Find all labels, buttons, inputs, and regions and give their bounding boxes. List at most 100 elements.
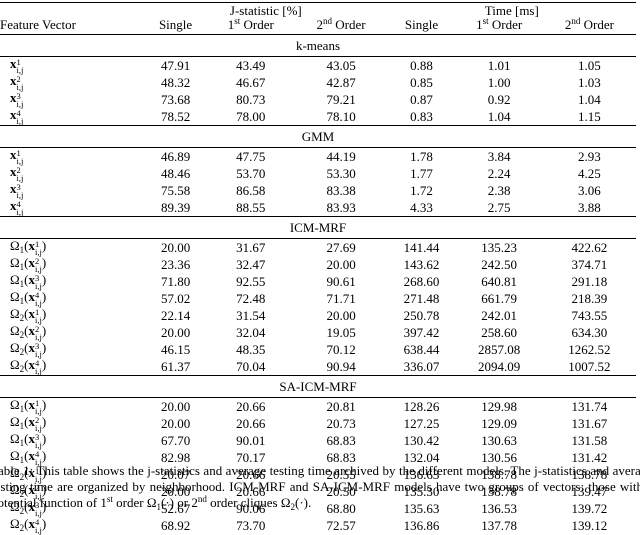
- value-cell: 20.66: [236, 398, 266, 414]
- value-cell: 20.00: [160, 483, 191, 499]
- subscript: i,j: [35, 474, 42, 484]
- text-part: 2: [19, 330, 25, 340]
- data-row: Ω1(x 3 i,j) 67.70 90.01 68.83 130.42 130.63 131.…: [0, 431, 636, 450]
- text-part: x: [10, 147, 17, 162]
- text-part: (: [24, 357, 29, 372]
- text-part: 1: [19, 455, 25, 465]
- superscript: 3: [35, 273, 40, 283]
- value-cell: 129.98: [481, 398, 518, 414]
- column-row: Single 1st Order 2nd Order Single 1st Order 2…: [0, 16, 636, 35]
- text-part: ): [41, 306, 47, 321]
- value-cell: 22.14: [160, 307, 191, 323]
- value-cell: 80.73: [236, 91, 266, 107]
- value-cell: 422.62: [571, 239, 608, 255]
- text-part: ): [41, 238, 47, 253]
- value-cell: 31.54: [236, 307, 266, 323]
- subscript: i,j: [35, 298, 42, 308]
- value-cell: 20.00: [326, 256, 356, 272]
- feature-cell: Ω2(x 4 i,j): [0, 517, 144, 535]
- text-part: x: [28, 306, 36, 321]
- text-part: x: [10, 56, 17, 71]
- value-cell: 128.26: [403, 398, 440, 414]
- sup-sub: 1 i,j: [35, 399, 42, 416]
- value-cell: 136.53: [481, 500, 518, 516]
- text-part: Ω: [10, 340, 20, 355]
- text-part: 1: [19, 245, 25, 255]
- value-cell: 129.09: [481, 415, 518, 431]
- value-cell: 68.83: [326, 432, 356, 448]
- value-cell: 743.55: [571, 307, 608, 323]
- superscript: 4: [16, 199, 21, 209]
- text-part: (: [24, 289, 29, 304]
- text-part: Ω: [10, 397, 20, 412]
- value-cell: 1.03: [578, 74, 601, 90]
- value-cell: 2.93: [578, 148, 601, 164]
- text-part: x: [28, 272, 36, 287]
- text-part: 2: [290, 502, 296, 512]
- value-cell: 27.69: [326, 239, 356, 255]
- value-cell: 218.39: [571, 290, 608, 306]
- value-cell: 43.05: [326, 57, 356, 73]
- text-part: (: [24, 431, 29, 446]
- superscript: 2: [35, 415, 40, 425]
- value-cell: 258.60: [481, 324, 518, 340]
- superscript: 3: [35, 500, 40, 510]
- superscript: 1: [16, 57, 21, 67]
- feature-cell: Ω2(x 1 i,j): [0, 306, 144, 325]
- text-part: Ω: [10, 357, 20, 372]
- value-cell: 1.01: [487, 57, 511, 73]
- text-part: Table 1: This table shows the j-statisti…: [0, 463, 640, 510]
- value-cell: 31.67: [236, 239, 266, 255]
- subscript: i,j: [35, 440, 42, 450]
- value-cell: 2.38: [487, 182, 511, 198]
- value-cell: 42.87: [326, 74, 356, 90]
- value-cell: 92.55: [236, 273, 266, 289]
- subscript: i,j: [16, 207, 24, 217]
- subscript: i,j: [35, 406, 42, 416]
- data-row: Ω2(x 4 i,j) 68.92 73.70 72.57 136.86 137.78 139.…: [0, 517, 636, 535]
- section-row: ICM-MRF: [0, 216, 636, 239]
- value-cell: 71.71: [326, 290, 356, 306]
- column-header: 2nd Order: [543, 17, 636, 35]
- value-cell: 139.47: [571, 483, 608, 499]
- data-row: Ω1(x 2 i,j) 23.36 32.47 20.00 143.62 242.50 374.…: [0, 256, 636, 274]
- superscript: 4: [35, 290, 40, 300]
- value-cell: 2.75: [487, 199, 511, 215]
- superscript: 4: [35, 449, 40, 459]
- feature-cell: Ω2(x 3 i,j): [0, 340, 144, 359]
- subscript: i,j: [16, 190, 24, 200]
- value-cell: 52.67: [160, 500, 191, 516]
- value-cell: 1007.52: [568, 358, 611, 374]
- sup-sub: 3 i,j: [35, 433, 42, 450]
- text-part: st: [482, 16, 489, 26]
- text-part: x: [10, 164, 17, 179]
- value-cell: 1.00: [487, 74, 511, 90]
- sup-sub: 4 i,j: [35, 518, 42, 535]
- value-cell: 72.57: [326, 517, 356, 533]
- feature-cell: x 2 i,j: [0, 164, 144, 183]
- column-header: Single: [388, 18, 456, 35]
- text-part: 1: [476, 17, 483, 32]
- text-part: Ω: [10, 272, 20, 287]
- subscript: i,j: [35, 366, 42, 376]
- value-cell: 48.46: [160, 165, 191, 181]
- text-part: x: [28, 397, 36, 412]
- sup-sub: 2 i,j: [35, 415, 42, 433]
- subscript: i,j: [35, 457, 42, 467]
- text-part: 2: [316, 17, 324, 32]
- superscript: 3: [16, 91, 21, 101]
- value-cell: 242.50: [481, 256, 518, 272]
- superscript: 2: [16, 165, 21, 175]
- text-part: (: [24, 482, 29, 497]
- value-cell: 0.92: [487, 91, 511, 107]
- text-part: (·) or 2: [161, 495, 198, 510]
- text-part: ): [41, 323, 47, 338]
- data-row: x 1 i,j 47.91 43.49 43.05 0.88 1.01 1.05: [0, 57, 636, 75]
- subscript: i,j: [35, 508, 42, 518]
- sup-sub: 4 i,j: [35, 449, 42, 467]
- value-cell: 71.80: [160, 273, 191, 289]
- value-cell: 138.78: [571, 466, 608, 482]
- sup-sub: 1 i,j: [35, 240, 42, 257]
- text-part: (: [24, 340, 29, 355]
